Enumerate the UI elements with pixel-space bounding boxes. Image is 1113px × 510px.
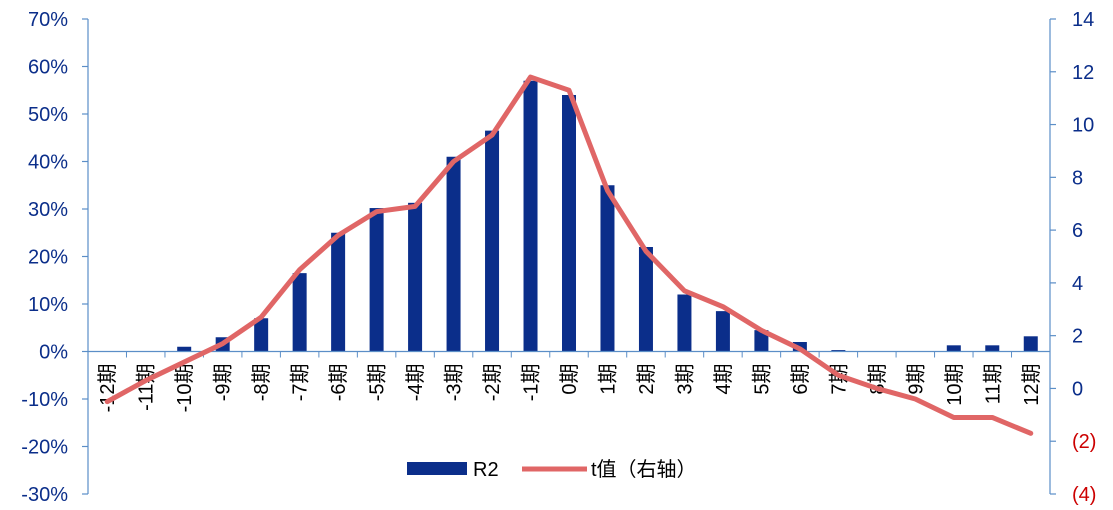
left-tick-label: -30% xyxy=(21,484,68,506)
t-value-line xyxy=(104,74,1034,436)
left-tick-label: 40% xyxy=(28,152,68,174)
left-tick-label: 30% xyxy=(28,199,68,221)
category-label: 11期 xyxy=(982,364,1004,405)
r2-bar xyxy=(831,350,846,352)
category-label: -10期 xyxy=(174,364,196,413)
r2-bar xyxy=(331,232,346,352)
r2-bar xyxy=(485,130,500,352)
category-label: 6期 xyxy=(790,364,812,395)
right-tick-label: 4 xyxy=(1072,273,1083,295)
r2-bar xyxy=(985,345,1000,352)
category-label: 3期 xyxy=(674,364,696,395)
r2-bar xyxy=(292,273,307,352)
r2-bar xyxy=(446,156,461,352)
right-tick-label: 6 xyxy=(1072,220,1083,242)
left-y-axis: 70% 60% 50% 40% 30% 20% 10% 0% -10% -20% -30% xyxy=(21,9,89,506)
left-tick-label: 0% xyxy=(39,342,68,364)
right-tick-label: 8 xyxy=(1072,167,1083,189)
legend-t-value-label: t值（右轴） xyxy=(591,458,697,481)
r2-bar xyxy=(408,202,423,352)
x-axis-ticks: -12期 -11期 -10期 -9期 -8期 -7期 -6期 -5期 -4期 -3期 -2期 -1期 0… xyxy=(97,364,1043,413)
r2-bar xyxy=(523,80,538,352)
left-tick-label: 20% xyxy=(28,247,68,269)
category-label: 9期 xyxy=(905,364,927,395)
r2-bar xyxy=(600,185,615,352)
r2-bar xyxy=(946,345,961,352)
category-label: -7期 xyxy=(290,364,312,402)
r2-bar xyxy=(254,318,269,352)
right-tick-label: 12 xyxy=(1072,62,1094,84)
right-tick-label: (4) xyxy=(1072,484,1096,506)
category-label: 12期 xyxy=(1021,364,1043,406)
r2-bar xyxy=(562,95,576,352)
category-label: -4期 xyxy=(405,364,427,402)
right-tick-label: (2) xyxy=(1072,431,1096,453)
right-y-axis: 14 12 10 8 6 4 2 0 (2) (4) xyxy=(1049,9,1096,506)
left-tick-label: 60% xyxy=(28,57,68,79)
legend-r2-swatch xyxy=(407,462,467,475)
category-label: 0期 xyxy=(559,364,581,395)
r2-bar xyxy=(1023,336,1038,352)
r2-bar xyxy=(638,247,653,352)
left-tick-label: 70% xyxy=(28,9,68,31)
left-tick-label: 10% xyxy=(28,294,68,316)
category-label: 2期 xyxy=(636,364,658,395)
category-label: 10期 xyxy=(944,364,966,406)
right-tick-label: 2 xyxy=(1072,326,1083,348)
category-label: -3期 xyxy=(444,364,466,402)
category-label: -8期 xyxy=(251,364,273,402)
category-label: 1期 xyxy=(597,364,619,395)
r2-bar xyxy=(754,330,769,352)
legend-r2-label: R2 xyxy=(473,459,499,481)
category-label: -2期 xyxy=(482,364,504,402)
r2-bar xyxy=(177,346,192,352)
category-label: 4期 xyxy=(713,364,735,395)
right-tick-label: 0 xyxy=(1072,378,1083,400)
r2-bar xyxy=(369,208,384,352)
category-label: -1期 xyxy=(521,364,543,402)
legend: R2 t值（右轴） xyxy=(407,458,697,481)
category-label: -9期 xyxy=(213,364,235,402)
category-label: -12期 xyxy=(97,364,119,413)
category-label: -5期 xyxy=(367,364,389,402)
left-tick-label: 50% xyxy=(28,104,68,126)
right-tick-label: 14 xyxy=(1072,9,1094,31)
left-tick-label: -10% xyxy=(21,389,68,411)
left-tick-label: -20% xyxy=(21,437,68,459)
x-axis-zero-line xyxy=(87,350,1051,358)
category-label: -6期 xyxy=(328,364,350,402)
r2-bars xyxy=(177,80,1038,352)
right-tick-label: 10 xyxy=(1072,115,1094,137)
r2-bar xyxy=(677,294,692,352)
category-label: -11期 xyxy=(136,364,158,411)
r2-bar xyxy=(715,311,730,352)
category-label: 5期 xyxy=(751,364,773,395)
